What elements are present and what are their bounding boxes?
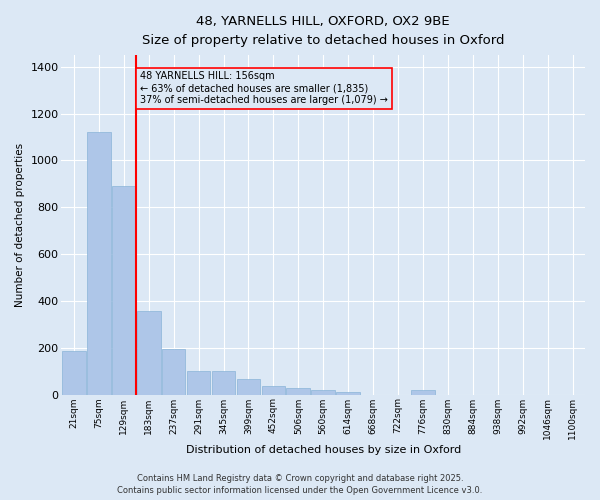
Bar xyxy=(212,371,235,394)
Bar xyxy=(411,390,435,394)
Bar xyxy=(137,312,161,394)
Text: 48 YARNELLS HILL: 156sqm
← 63% of detached houses are smaller (1,835)
37% of sem: 48 YARNELLS HILL: 156sqm ← 63% of detach… xyxy=(140,72,388,104)
Bar xyxy=(187,371,211,394)
Bar xyxy=(286,388,310,394)
Title: 48, YARNELLS HILL, OXFORD, OX2 9BE
Size of property relative to detached houses : 48, YARNELLS HILL, OXFORD, OX2 9BE Size … xyxy=(142,15,505,47)
Bar xyxy=(162,349,185,395)
Bar xyxy=(62,351,86,395)
Bar xyxy=(87,132,110,394)
Bar xyxy=(311,390,335,394)
Bar xyxy=(337,392,360,394)
Bar xyxy=(262,386,285,394)
Bar xyxy=(112,186,136,394)
Bar xyxy=(236,380,260,394)
Y-axis label: Number of detached properties: Number of detached properties xyxy=(15,143,25,307)
Text: Contains HM Land Registry data © Crown copyright and database right 2025.
Contai: Contains HM Land Registry data © Crown c… xyxy=(118,474,482,495)
X-axis label: Distribution of detached houses by size in Oxford: Distribution of detached houses by size … xyxy=(185,445,461,455)
